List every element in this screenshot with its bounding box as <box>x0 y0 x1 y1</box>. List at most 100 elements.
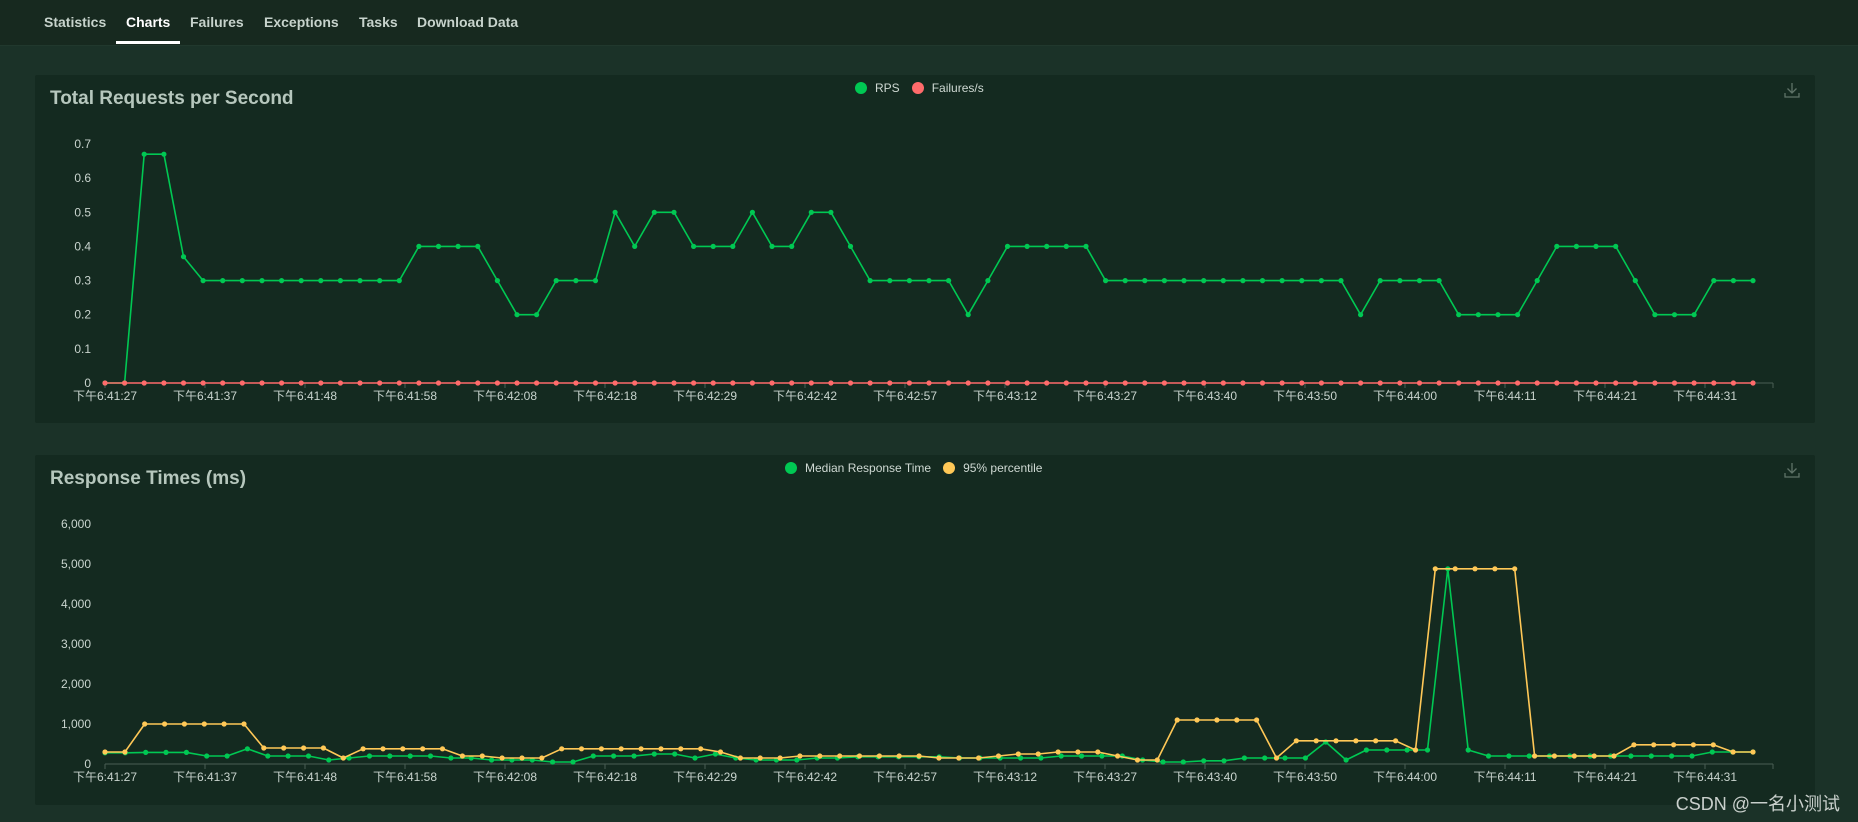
x-tick-label: 下午6:42:29 <box>673 770 737 784</box>
data-point <box>1174 717 1180 723</box>
data-point <box>976 755 982 761</box>
legend-item-median[interactable]: Median Response Time <box>785 461 931 475</box>
x-tick-label: 下午6:41:27 <box>73 389 137 403</box>
data-point <box>769 243 775 249</box>
data-point <box>1534 278 1540 284</box>
data-point <box>1631 742 1637 748</box>
data-point <box>896 753 902 759</box>
data-point <box>380 746 386 752</box>
x-tick-label: 下午6:44:00 <box>1373 389 1437 403</box>
x-tick-label: 下午6:41:37 <box>173 770 237 784</box>
data-point <box>1083 243 1089 249</box>
data-point <box>1338 380 1344 386</box>
data-point <box>163 749 169 755</box>
data-point <box>259 380 265 386</box>
data-point <box>1613 380 1619 386</box>
data-point <box>847 380 854 386</box>
data-point <box>1293 738 1299 744</box>
data-point <box>1551 753 1557 759</box>
data-point <box>926 380 932 386</box>
data-point <box>777 755 783 761</box>
legend-label: Failures/s <box>931 81 984 95</box>
data-point <box>592 278 599 284</box>
data-point <box>887 278 893 284</box>
data-point <box>499 755 505 761</box>
download-icon[interactable] <box>1783 81 1801 99</box>
data-point <box>102 749 108 755</box>
data-point <box>285 753 291 759</box>
data-point <box>387 753 393 759</box>
data-point <box>1103 278 1109 284</box>
y-tick-label: 0.4 <box>74 239 91 253</box>
x-tick-label: 下午6:44:31 <box>1673 770 1737 784</box>
tab-statistics[interactable]: Statistics <box>44 14 107 30</box>
data-point <box>141 380 147 386</box>
data-point <box>180 380 187 386</box>
legend-item-failures[interactable]: Failures/s <box>911 81 984 95</box>
x-tick-label: 下午6:42:57 <box>873 770 937 784</box>
data-point <box>161 151 167 157</box>
data-point <box>926 278 932 284</box>
tab-charts[interactable]: Charts <box>126 14 171 30</box>
data-point <box>416 243 422 249</box>
data-point <box>1750 380 1756 386</box>
data-point <box>201 721 207 727</box>
data-point <box>1532 753 1538 759</box>
data-point <box>550 759 556 765</box>
x-tick-label: 下午6:41:27 <box>73 770 137 784</box>
tab-exceptions[interactable]: Exceptions <box>264 14 339 30</box>
x-tick-label: 下午6:43:12 <box>973 389 1037 403</box>
data-point <box>995 753 1002 759</box>
download-icon[interactable] <box>1783 461 1801 479</box>
data-point <box>1333 738 1339 744</box>
data-point <box>1750 278 1756 284</box>
data-point <box>122 749 128 755</box>
data-point <box>1730 380 1736 386</box>
tab-tasks[interactable]: Tasks <box>359 14 398 30</box>
data-point <box>1456 312 1462 318</box>
data-point <box>1004 380 1011 386</box>
chart-title: Response Times (ms) <box>50 468 247 489</box>
data-point <box>1154 757 1160 763</box>
x-tick-label: 下午6:42:57 <box>873 389 937 403</box>
data-point <box>200 278 206 284</box>
data-point <box>710 380 716 386</box>
data-point <box>612 209 618 215</box>
data-point <box>534 312 540 318</box>
legend-label: 95% percentile <box>963 461 1043 475</box>
legend-item-p95[interactable]: 95% percentile <box>943 461 1042 475</box>
legend-item-rps[interactable]: RPS <box>855 81 900 95</box>
data-point <box>494 278 500 284</box>
data-point <box>1194 717 1200 723</box>
data-point <box>1318 278 1324 284</box>
chart-legend: Median Response Time 95% percentile <box>785 458 1054 478</box>
tab-failures[interactable]: Failures <box>190 14 244 30</box>
data-point <box>638 746 644 752</box>
data-point <box>142 721 148 727</box>
data-point <box>1318 380 1324 386</box>
legend-dot-median <box>785 462 797 474</box>
data-point <box>1512 566 1518 572</box>
data-point <box>1456 380 1462 386</box>
series-line-2 <box>105 568 1753 761</box>
data-point <box>612 380 618 386</box>
data-point <box>1142 278 1148 284</box>
data-point <box>1075 749 1081 755</box>
data-point <box>1465 747 1471 753</box>
data-point <box>1122 278 1128 284</box>
data-point <box>592 380 599 386</box>
data-point <box>749 380 756 386</box>
x-tick-label: 下午6:43:40 <box>1173 770 1237 784</box>
data-point <box>1201 758 1207 764</box>
data-point <box>985 380 991 386</box>
data-point <box>794 757 800 763</box>
data-point <box>1122 380 1128 386</box>
data-point <box>1651 742 1657 748</box>
tab-download-data[interactable]: Download Data <box>417 14 519 30</box>
data-point <box>539 755 545 761</box>
chart-legend: RPS Failures/s <box>855 78 996 98</box>
data-point <box>1492 566 1498 572</box>
data-point <box>553 380 559 386</box>
data-point <box>906 380 913 386</box>
data-point <box>658 746 664 752</box>
